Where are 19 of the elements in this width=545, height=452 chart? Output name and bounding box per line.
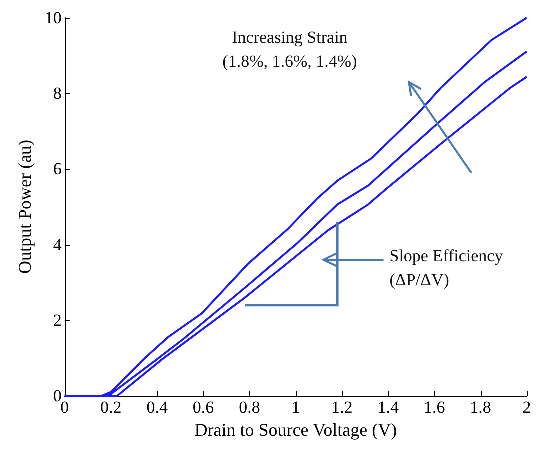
- x-tick-label: 0.8: [239, 398, 260, 418]
- x-tick-label: 2: [522, 398, 532, 418]
- x-tick-label: 1: [292, 398, 300, 418]
- y-tick-label: 6: [53, 160, 62, 179]
- x-axis-title: Drain to Source Voltage (V): [194, 420, 398, 440]
- y-tick-label: 2: [53, 310, 62, 330]
- x-tick-label: 0.4: [146, 398, 168, 418]
- y-tick-label: 4: [53, 235, 62, 254]
- x-tick-label: 1.8: [470, 398, 492, 418]
- y-tick-label: 10: [44, 8, 62, 28]
- annotation: Increasing Strain (1.8%, 1.6%, 1.4%): [222, 28, 358, 71]
- y-tick-label: 8: [53, 84, 62, 104]
- x-tick-label: 0.6: [192, 398, 214, 418]
- y-axis-title: Output Power (au): [15, 140, 35, 274]
- x-tick-label: 1.6: [424, 398, 446, 418]
- x-tick-label: 1.4: [378, 398, 400, 418]
- x-tick-label: 0.2: [100, 398, 122, 418]
- annotation: Slope Efficiency (ΔP/ΔV): [390, 246, 504, 290]
- x-tick-label: 1.2: [332, 398, 353, 418]
